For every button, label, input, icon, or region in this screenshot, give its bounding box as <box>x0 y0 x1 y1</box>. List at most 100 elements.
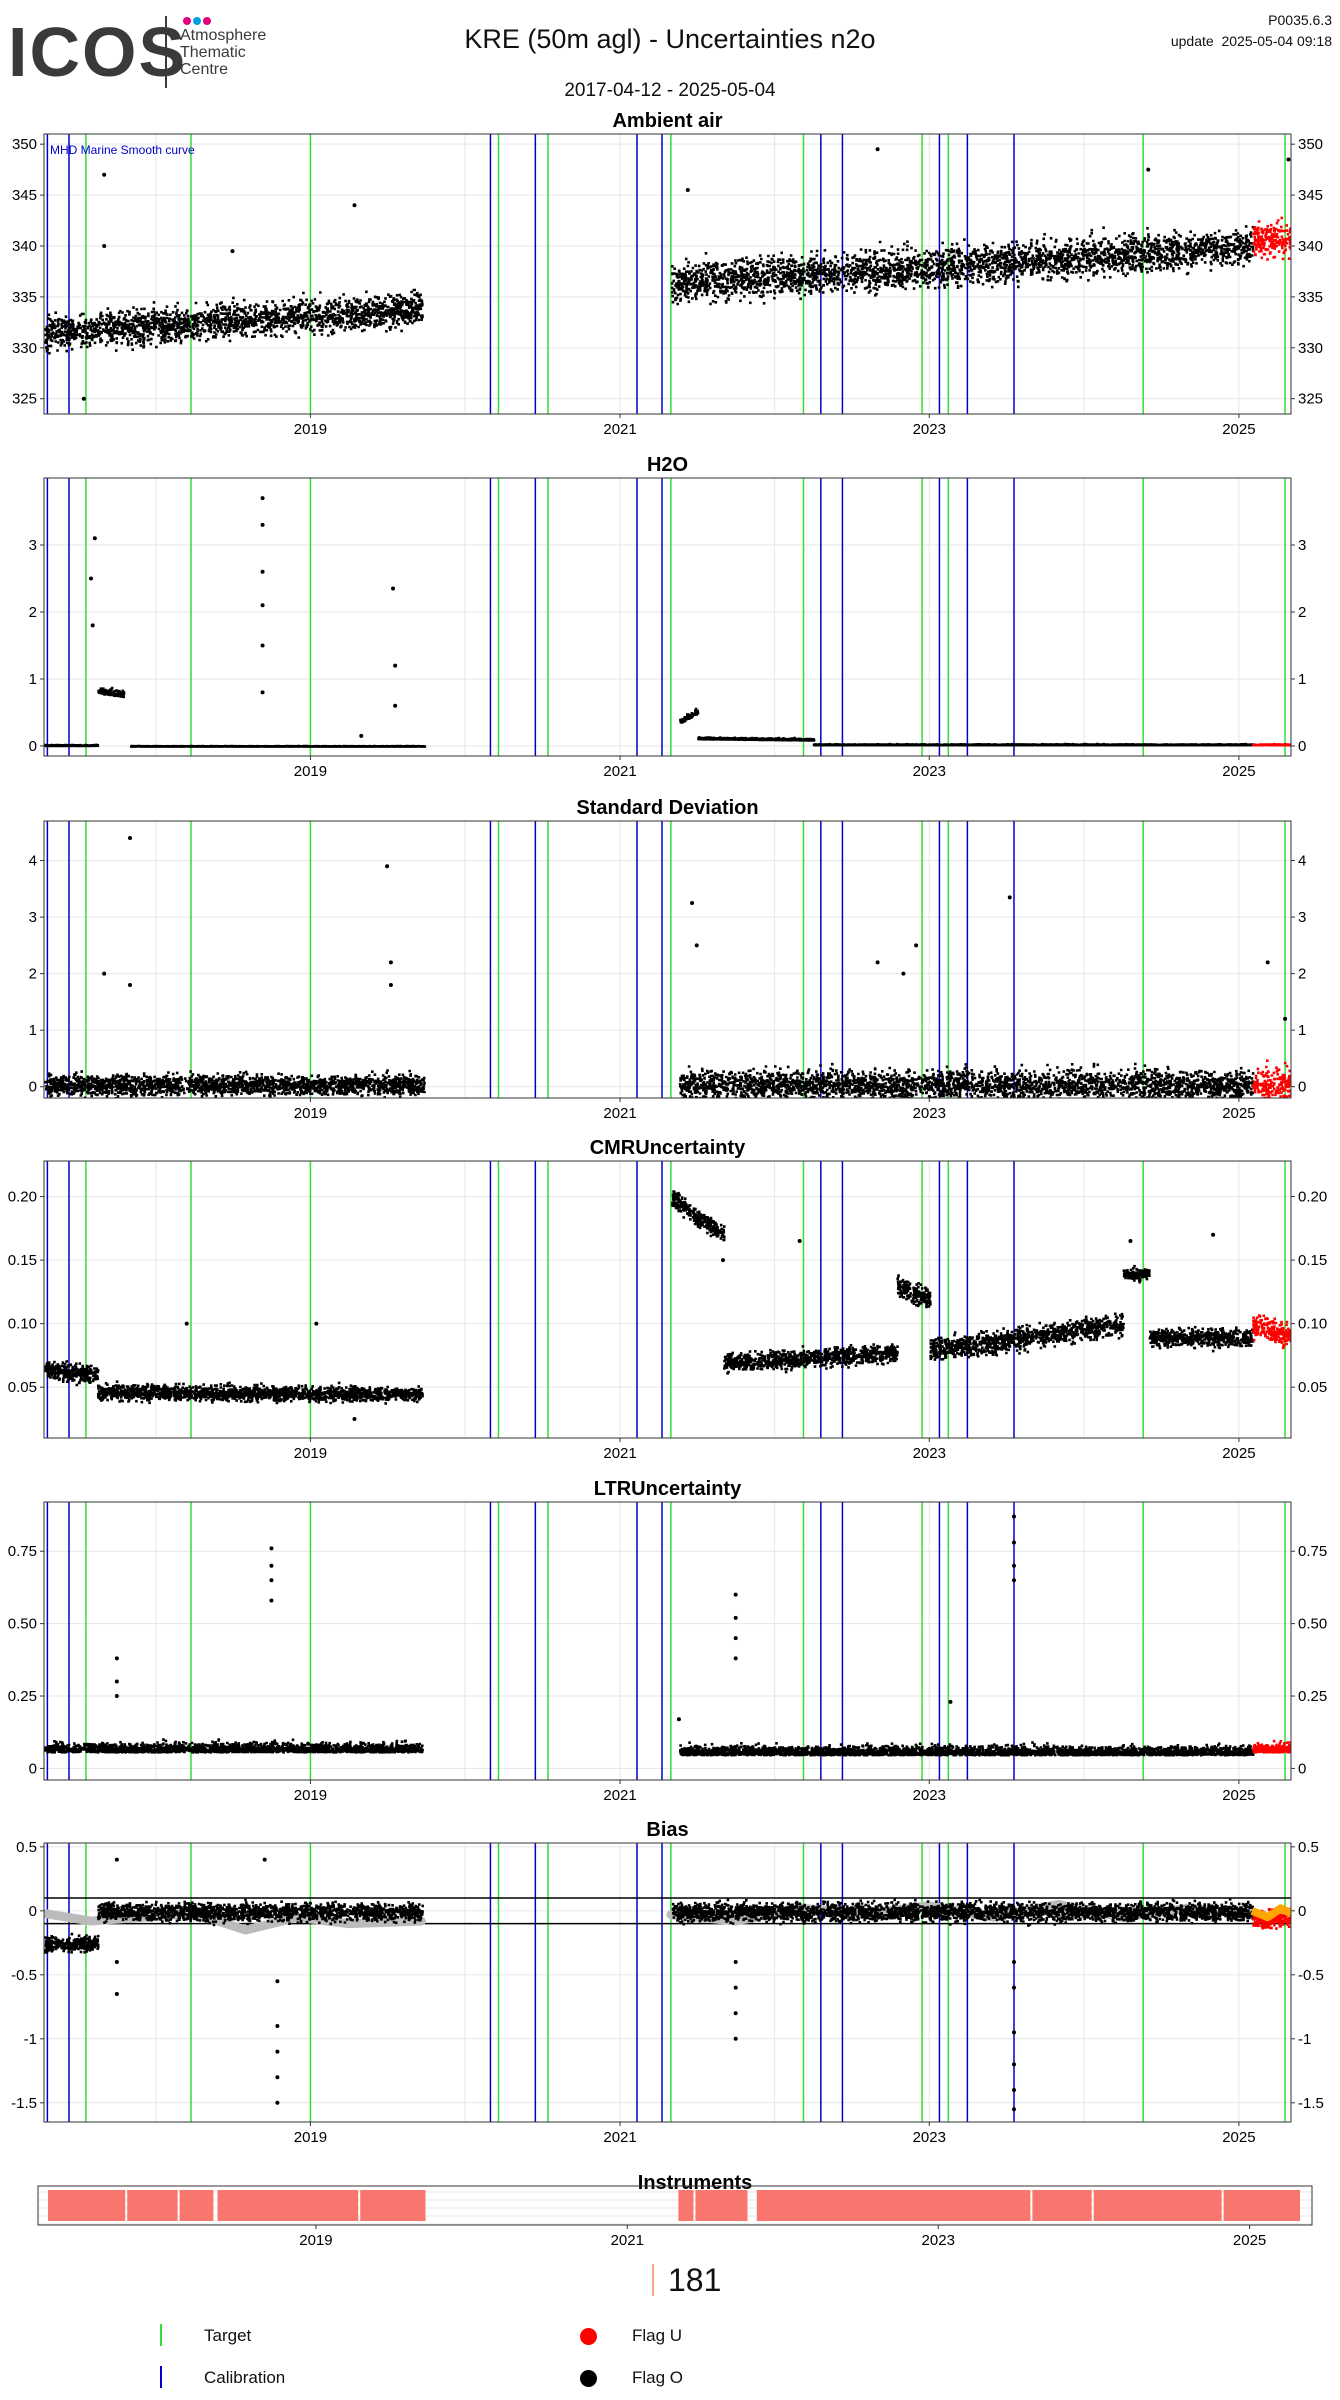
chart-panel-0: Ambient air MHD Marine Smooth curve 325 325… <box>12 110 1323 438</box>
x-tick-label: 2019 <box>294 421 327 438</box>
outlier-point <box>690 900 695 905</box>
y-tick-label: 340 <box>12 238 37 255</box>
outlier-point <box>875 147 880 152</box>
flag-o-points <box>1122 1264 1151 1284</box>
y-tick-label: 0.25 <box>8 1688 37 1705</box>
plot-frame <box>37 2185 1313 2226</box>
logo-divider <box>165 16 167 88</box>
outlier-point <box>90 623 95 628</box>
y-tick-label: 0 <box>1298 1760 1306 1777</box>
chart-title: H2O <box>647 454 688 476</box>
y-tick-label: -0.5 <box>11 1967 37 1984</box>
y-tick-label: 0.75 <box>8 1543 37 1560</box>
y-tick-label: 0.15 <box>8 1252 37 1269</box>
flag-o-points <box>44 1360 100 1387</box>
logo-subtitle: Atmosphere Thematic Centre <box>180 27 266 78</box>
legend-calibration-swatch <box>160 2366 162 2388</box>
outlier-point <box>685 188 690 192</box>
y-tick-label: 0.5 <box>1298 1839 1319 1856</box>
y-tick-label: -1 <box>1298 2031 1311 2048</box>
instrument-period-bar <box>1093 2190 1222 2221</box>
outlier-point <box>114 1656 119 1661</box>
outlier-point <box>314 1321 319 1326</box>
x-tick-label: 2021 <box>611 2232 644 2249</box>
outlier-point <box>127 835 132 840</box>
outlier-point <box>352 1416 357 1421</box>
outlier-point <box>720 1258 725 1263</box>
outlier-point <box>1011 2030 1016 2035</box>
logo-wordmark: ICOS <box>8 13 188 91</box>
x-tick-label: 2023 <box>913 2129 946 2146</box>
logo-sub-line: Centre <box>180 61 229 78</box>
y-tick-label: 2 <box>29 604 37 621</box>
y-tick-label: -0.5 <box>1298 1967 1324 1984</box>
plot-area <box>44 1161 1291 1438</box>
y-tick-label: -1.5 <box>1298 2095 1324 2112</box>
y-tick-label: 0.25 <box>1298 1688 1327 1705</box>
y-tick-label: 0.5 <box>16 1839 37 1856</box>
flag-o-points <box>130 744 427 748</box>
y-tick-label: 330 <box>12 340 37 357</box>
y-tick-label: 4 <box>1298 853 1306 870</box>
outlier-point <box>1011 2088 1016 2093</box>
plot-frame <box>43 477 1292 757</box>
y-tick-label: -1.5 <box>11 2095 37 2112</box>
chart-title: CMRUncertainty <box>590 1137 746 1159</box>
x-tick-label: 2025 <box>1222 1787 1255 1804</box>
flag-o-points <box>723 1343 899 1375</box>
x-tick-label: 2019 <box>294 1445 327 1462</box>
x-tick-label: 2023 <box>913 1105 946 1122</box>
outlier-point <box>676 1717 681 1722</box>
legend-calibration-label: Calibration <box>204 2368 286 2387</box>
outlier-point <box>275 2075 280 2080</box>
instrument-period-bar <box>756 2190 1031 2221</box>
y-tick-label: 0 <box>29 738 37 755</box>
x-tick-label: 2025 <box>1222 421 1255 438</box>
plot-area <box>44 1843 1291 2122</box>
chart-panel-instruments: Instruments 2019 2021 2023 2025 <box>37 2172 1313 2249</box>
x-tick-label: 2019 <box>294 1105 327 1122</box>
flag-u-points <box>1252 1739 1291 1754</box>
outlier-point <box>385 864 390 869</box>
chart-panel-2: Standard Deviation 0 0 1 1 2 2 3 3 4 4 2019 2021 2023… <box>29 797 1307 1122</box>
y-tick-label: 1 <box>29 671 37 688</box>
x-tick-label: 2021 <box>603 1445 636 1462</box>
bias-u-smooth-curve <box>1250 1904 1291 1922</box>
flag-o-points <box>44 1069 426 1098</box>
outlier-point <box>275 2100 280 2105</box>
outlier-point <box>269 1563 274 1568</box>
y-tick-label: 3 <box>29 537 37 554</box>
y-tick-label: -1 <box>24 2031 37 2048</box>
chart-title: Standard Deviation <box>576 797 758 819</box>
y-tick-label: 0.50 <box>8 1616 37 1633</box>
plot-area <box>44 1502 1291 1780</box>
outlier-point <box>733 1985 738 1990</box>
outlier-point <box>269 1598 274 1603</box>
instrument-period-bar <box>1223 2190 1300 2221</box>
y-tick-label: 0.05 <box>8 1379 37 1396</box>
plot-frame <box>43 133 1292 415</box>
plot-area <box>44 821 1291 1098</box>
outlier-point <box>352 203 357 208</box>
y-tick-label: 3 <box>1298 537 1306 554</box>
date-range: 2017-04-12 - 2025-05-04 <box>564 80 776 101</box>
version-label: P0035.6.3 <box>1268 12 1332 28</box>
outlier-point <box>260 496 265 501</box>
instrument-legend-label: 181 <box>668 2262 722 2298</box>
chart-title: Bias <box>646 1819 688 1841</box>
flag-o-points <box>896 1274 932 1309</box>
flag-u-points <box>1252 1314 1291 1350</box>
legend-flag-u-label: Flag U <box>632 2326 683 2345</box>
x-tick-label: 2019 <box>299 2232 332 2249</box>
outlier-point <box>733 2011 738 2016</box>
outlier-point <box>184 1321 189 1326</box>
outlier-point <box>260 603 265 608</box>
y-tick-label: 350 <box>12 136 37 153</box>
y-tick-label: 340 <box>1298 238 1323 255</box>
y-tick-label: 345 <box>1298 187 1323 204</box>
y-tick-label: 4 <box>29 853 37 870</box>
outlier-point <box>92 536 97 541</box>
outlier-point <box>901 971 906 976</box>
instrument-period-bar <box>360 2190 426 2221</box>
